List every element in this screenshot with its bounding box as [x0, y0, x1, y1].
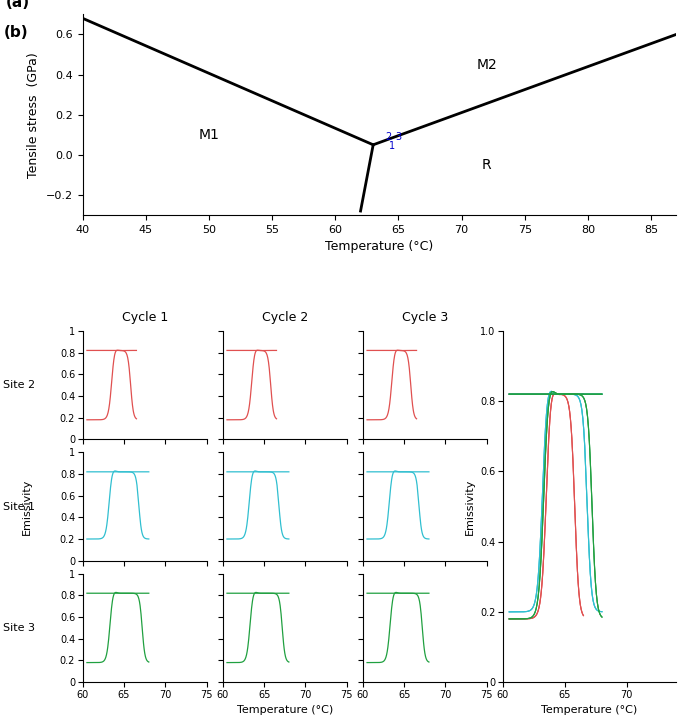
Text: Site 1: Site 1: [3, 501, 35, 511]
Text: M2: M2: [476, 57, 497, 72]
X-axis label: Temperature (°C): Temperature (°C): [326, 241, 433, 253]
Text: 2: 2: [385, 132, 391, 141]
Text: Site 2: Site 2: [3, 380, 36, 390]
X-axis label: Temperature (°C): Temperature (°C): [237, 705, 333, 715]
Text: Site 3: Site 3: [3, 623, 35, 633]
Text: Cycle 1: Cycle 1: [121, 311, 168, 324]
Y-axis label: Emissivity: Emissivity: [464, 478, 475, 535]
Text: (a): (a): [6, 0, 30, 10]
Text: R: R: [482, 158, 492, 172]
Text: 1: 1: [389, 141, 395, 151]
Y-axis label: Tensile stress  (GPa): Tensile stress (GPa): [28, 52, 41, 177]
Text: 3: 3: [395, 132, 402, 141]
Text: Cycle 3: Cycle 3: [402, 311, 448, 324]
X-axis label: Temperature (°C): Temperature (°C): [542, 705, 638, 715]
Text: (b): (b): [3, 25, 28, 40]
Y-axis label: Emissivity: Emissivity: [22, 478, 32, 535]
Text: Cycle 2: Cycle 2: [262, 311, 308, 324]
Text: M1: M1: [199, 128, 219, 141]
